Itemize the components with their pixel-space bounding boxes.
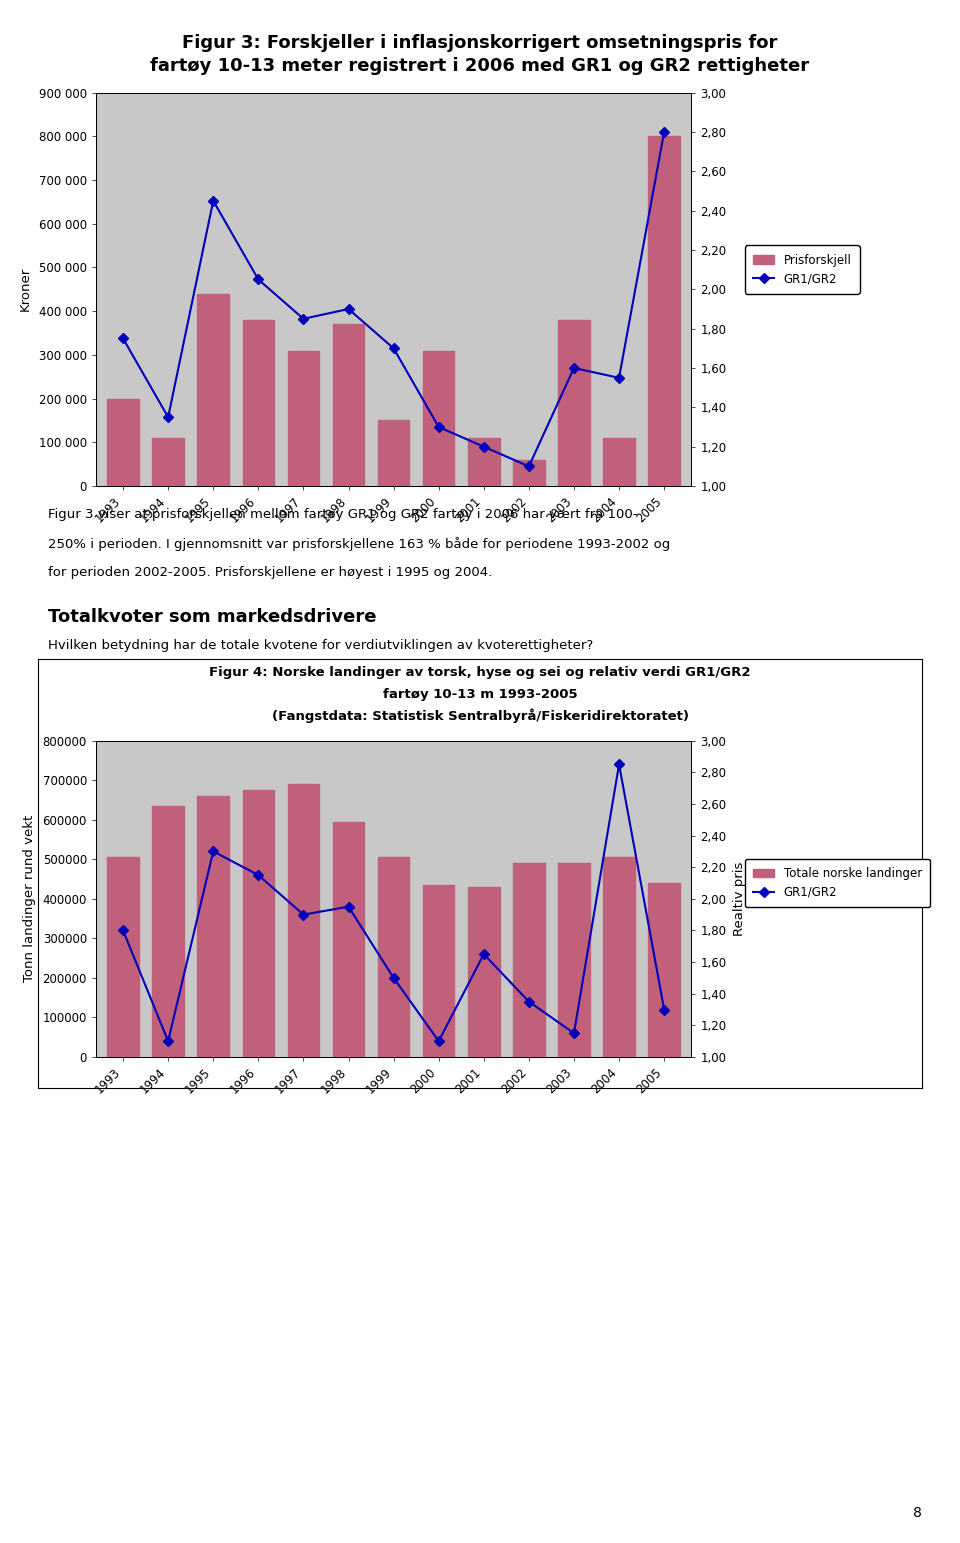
Text: Figur 3 viser at prisforskjellen mellom fartøy GR1 og GR2 fartøy i 2006 har vært: Figur 3 viser at prisforskjellen mellom … — [48, 508, 637, 520]
Text: Figur 3: Forskjeller i inflasjonskorrigert omsetningspris for: Figur 3: Forskjeller i inflasjonskorrige… — [182, 34, 778, 52]
Bar — [108, 858, 139, 1057]
Bar — [603, 438, 635, 486]
Text: Hvilken betydning har de totale kvotene for verdiutviklingen av kvoterettigheter: Hvilken betydning har de totale kvotene … — [48, 639, 593, 651]
Bar — [153, 805, 184, 1057]
Bar — [243, 790, 275, 1057]
Bar — [288, 784, 319, 1057]
Text: Figur 4: Norske landinger av torsk, hyse og sei og relativ verdi GR1/GR2: Figur 4: Norske landinger av torsk, hyse… — [209, 667, 751, 679]
Bar — [603, 858, 635, 1057]
Bar — [558, 319, 589, 486]
Text: 250% i perioden. I gjennomsnitt var prisforskjellene 163 % både for periodene 19: 250% i perioden. I gjennomsnitt var pris… — [48, 537, 670, 551]
Text: fartøy 10-13 meter registrert i 2006 med GR1 og GR2 rettigheter: fartøy 10-13 meter registrert i 2006 med… — [151, 57, 809, 76]
Legend: Totale norske landinger, GR1/GR2: Totale norske landinger, GR1/GR2 — [745, 859, 930, 907]
Bar — [378, 858, 409, 1057]
Bar — [648, 883, 680, 1057]
Legend: Prisforskjell, GR1/GR2: Prisforskjell, GR1/GR2 — [745, 245, 860, 293]
Y-axis label: Kroner: Kroner — [19, 267, 32, 312]
Bar — [108, 398, 139, 486]
Text: for perioden 2002-2005. Prisforskjellene er høyest i 1995 og 2004.: for perioden 2002-2005. Prisforskjellene… — [48, 566, 492, 579]
Bar — [198, 796, 229, 1057]
Text: 8: 8 — [913, 1506, 922, 1520]
Bar — [288, 350, 319, 486]
Bar — [558, 863, 589, 1057]
Bar — [243, 319, 275, 486]
Text: fartøy 10-13 m 1993-2005: fartøy 10-13 m 1993-2005 — [383, 688, 577, 701]
Bar — [198, 293, 229, 486]
Bar — [468, 887, 499, 1057]
Bar — [423, 350, 454, 486]
Bar — [378, 420, 409, 486]
Bar — [648, 136, 680, 486]
Bar — [153, 438, 184, 486]
Bar — [513, 863, 544, 1057]
Bar — [468, 438, 499, 486]
Bar — [513, 460, 544, 486]
Bar — [423, 886, 454, 1057]
Y-axis label: Realtiv pris: Realtiv pris — [733, 861, 746, 937]
Text: (Fangstdata: Statistisk Sentralbyrå/Fiskeridirektoratet): (Fangstdata: Statistisk Sentralbyrå/Fisk… — [272, 708, 688, 724]
Bar — [333, 324, 364, 486]
Bar — [333, 822, 364, 1057]
Text: Totalkvoter som markedsdrivere: Totalkvoter som markedsdrivere — [48, 608, 376, 626]
Y-axis label: Tonn landinger rund vekt: Tonn landinger rund vekt — [23, 815, 36, 983]
